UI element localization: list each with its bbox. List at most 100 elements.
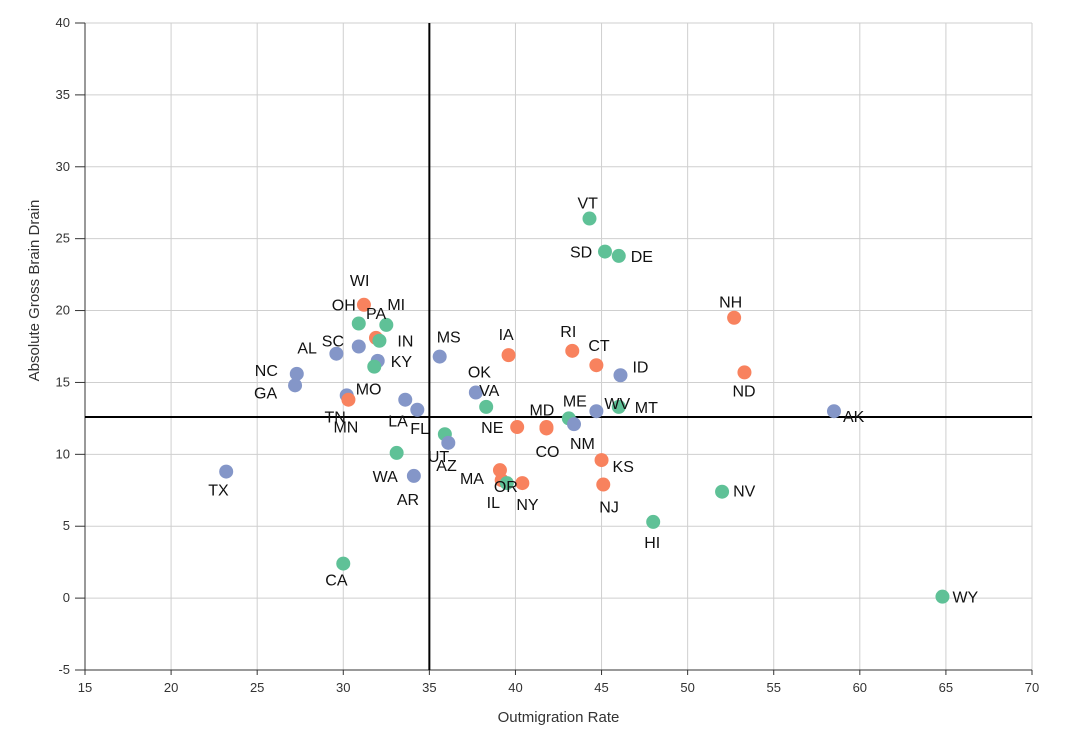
point-id — [613, 368, 628, 383]
point-mi — [379, 317, 394, 332]
label-ak: AK — [843, 409, 865, 426]
label-hi: HI — [644, 535, 660, 552]
y-tick-label: 15 — [56, 374, 70, 389]
x-tick-label: 35 — [422, 680, 436, 695]
point-ri — [565, 343, 580, 358]
label-ca: CA — [325, 573, 348, 590]
label-ut: UT — [428, 449, 450, 466]
point-wi — [356, 297, 371, 312]
y-tick-label: 30 — [56, 159, 70, 174]
point-la — [398, 392, 413, 407]
label-nh: NH — [719, 295, 742, 312]
label-az: AZ — [436, 458, 457, 475]
y-tick-label: 25 — [56, 231, 70, 246]
point-or — [499, 476, 514, 491]
y-tick-label: 20 — [56, 303, 70, 318]
label-wv: WV — [604, 396, 630, 413]
point-ny — [515, 476, 530, 491]
point-va — [479, 399, 494, 414]
label-or: OR — [494, 479, 518, 496]
x-tick-label: 70 — [1025, 680, 1039, 695]
point-ky2 — [367, 359, 382, 374]
y-tick-label: 5 — [63, 518, 70, 533]
label-la: LA — [388, 414, 408, 431]
label-ct: CT — [588, 338, 610, 355]
x-tick-label: 40 — [508, 680, 522, 695]
x-tick-label: 45 — [594, 680, 608, 695]
point-nj — [596, 477, 611, 492]
label-ar: AR — [397, 492, 419, 509]
point-ne — [510, 420, 525, 435]
label-wy: WY — [952, 590, 978, 607]
label-co: CO — [535, 444, 559, 461]
label-al: AL — [297, 341, 317, 358]
label-va: VA — [479, 383, 499, 400]
point-ia — [501, 348, 516, 363]
point-co — [539, 420, 554, 435]
point-ks — [594, 453, 609, 468]
label-pa: PA — [366, 306, 386, 323]
label-ma: MA — [460, 471, 484, 488]
point-wa — [389, 445, 404, 460]
point-ca — [336, 556, 351, 571]
label-vt: VT — [577, 196, 598, 213]
label-ok: OK — [468, 365, 491, 382]
y-tick-label: 35 — [56, 87, 70, 102]
label-wa: WA — [373, 469, 399, 486]
x-tick-label: 15 — [78, 680, 92, 695]
label-in: IN — [397, 334, 413, 351]
point-hi — [646, 514, 661, 529]
label-fl: FL — [410, 421, 429, 438]
x-tick-label: 25 — [250, 680, 264, 695]
label-mn: MN — [333, 420, 358, 437]
x-tick-label: 55 — [766, 680, 780, 695]
label-de: DE — [631, 249, 653, 266]
point-de — [611, 248, 626, 263]
grid — [85, 22, 1033, 670]
y-tick-label: 10 — [56, 446, 70, 461]
reference-lines — [85, 23, 1032, 670]
label-oh: OH — [332, 297, 356, 314]
label-ia: IA — [499, 327, 514, 344]
point-nh — [727, 310, 742, 325]
point-labels: VT SD DE NH ND AK WY NV HI ID CT RI MT WV ME NM KS NJ MD CO… — [208, 196, 978, 607]
x-tick-label: 30 — [336, 680, 350, 695]
label-il: IL — [487, 495, 500, 512]
point-fl — [410, 402, 425, 417]
point-ct — [589, 358, 604, 373]
point-wy — [935, 589, 950, 604]
axes: 15 20 25 30 35 40 45 50 55 60 65 70 -5 0 5 10 15 20 25 30 35… — [56, 15, 1040, 695]
label-mi: MI — [387, 297, 405, 314]
point-mt — [611, 399, 626, 414]
x-tick-label: 20 — [164, 680, 178, 695]
point-tn — [341, 392, 356, 407]
label-sd: SD — [570, 245, 592, 262]
label-nm: NM — [570, 436, 595, 453]
label-ri: RI — [560, 324, 576, 341]
point-sd — [597, 244, 612, 259]
data-points — [219, 211, 950, 604]
label-nj: NJ — [599, 500, 619, 517]
x-tick-label: 50 — [680, 680, 694, 695]
point-nc — [289, 366, 304, 381]
label-ga: GA — [254, 385, 277, 402]
label-sc: SC — [322, 334, 344, 351]
y-tick-label: 40 — [56, 15, 70, 30]
point-tx — [219, 464, 234, 479]
label-mo: MO — [356, 381, 382, 398]
x-axis-title: Outmigration Rate — [498, 709, 620, 726]
label-ne: NE — [481, 420, 503, 437]
point-az — [441, 435, 456, 450]
label-me: ME — [563, 393, 587, 410]
point-nv — [715, 484, 730, 499]
label-mt: MT — [635, 400, 658, 417]
point-nd — [737, 365, 752, 380]
point-sc — [351, 339, 366, 354]
label-tx: TX — [208, 483, 229, 500]
point-in — [372, 333, 387, 348]
label-ky: KY — [391, 354, 413, 371]
label-id: ID — [632, 359, 648, 376]
point-al — [329, 346, 344, 361]
point-ms — [432, 349, 447, 364]
